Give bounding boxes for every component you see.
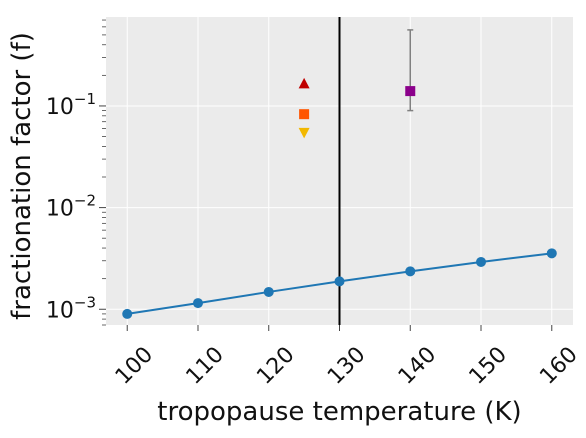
data-point — [193, 298, 203, 308]
data-point — [264, 287, 274, 297]
x-tick-label: 120 — [252, 342, 299, 389]
y-tick-label: 10−3 — [46, 293, 96, 323]
y-tick-label: 10−1 — [46, 90, 96, 120]
y-tick-label: 10−2 — [46, 192, 96, 222]
x-tick-label: 140 — [394, 342, 441, 389]
data-point — [405, 266, 415, 276]
x-tick-label: 110 — [182, 342, 229, 389]
y-axis-label: fractionation factor (f) — [7, 32, 37, 320]
x-tick-label: 130 — [323, 342, 370, 389]
data-point — [335, 276, 345, 286]
x-tick-label: 150 — [465, 342, 512, 389]
data-point — [405, 86, 415, 96]
x-tick-label: 100 — [111, 342, 158, 389]
data-point — [299, 109, 309, 119]
data-point — [476, 257, 486, 267]
data-point — [122, 309, 132, 319]
x-tick-labels: 100 110 120 130 140 150 160 — [111, 342, 583, 389]
x-tick-label: 160 — [535, 342, 582, 389]
y-tick-labels: 10−3 10−2 10−1 — [46, 90, 96, 323]
data-point — [547, 248, 557, 258]
x-axis-label: tropopause temperature (K) — [157, 397, 521, 427]
